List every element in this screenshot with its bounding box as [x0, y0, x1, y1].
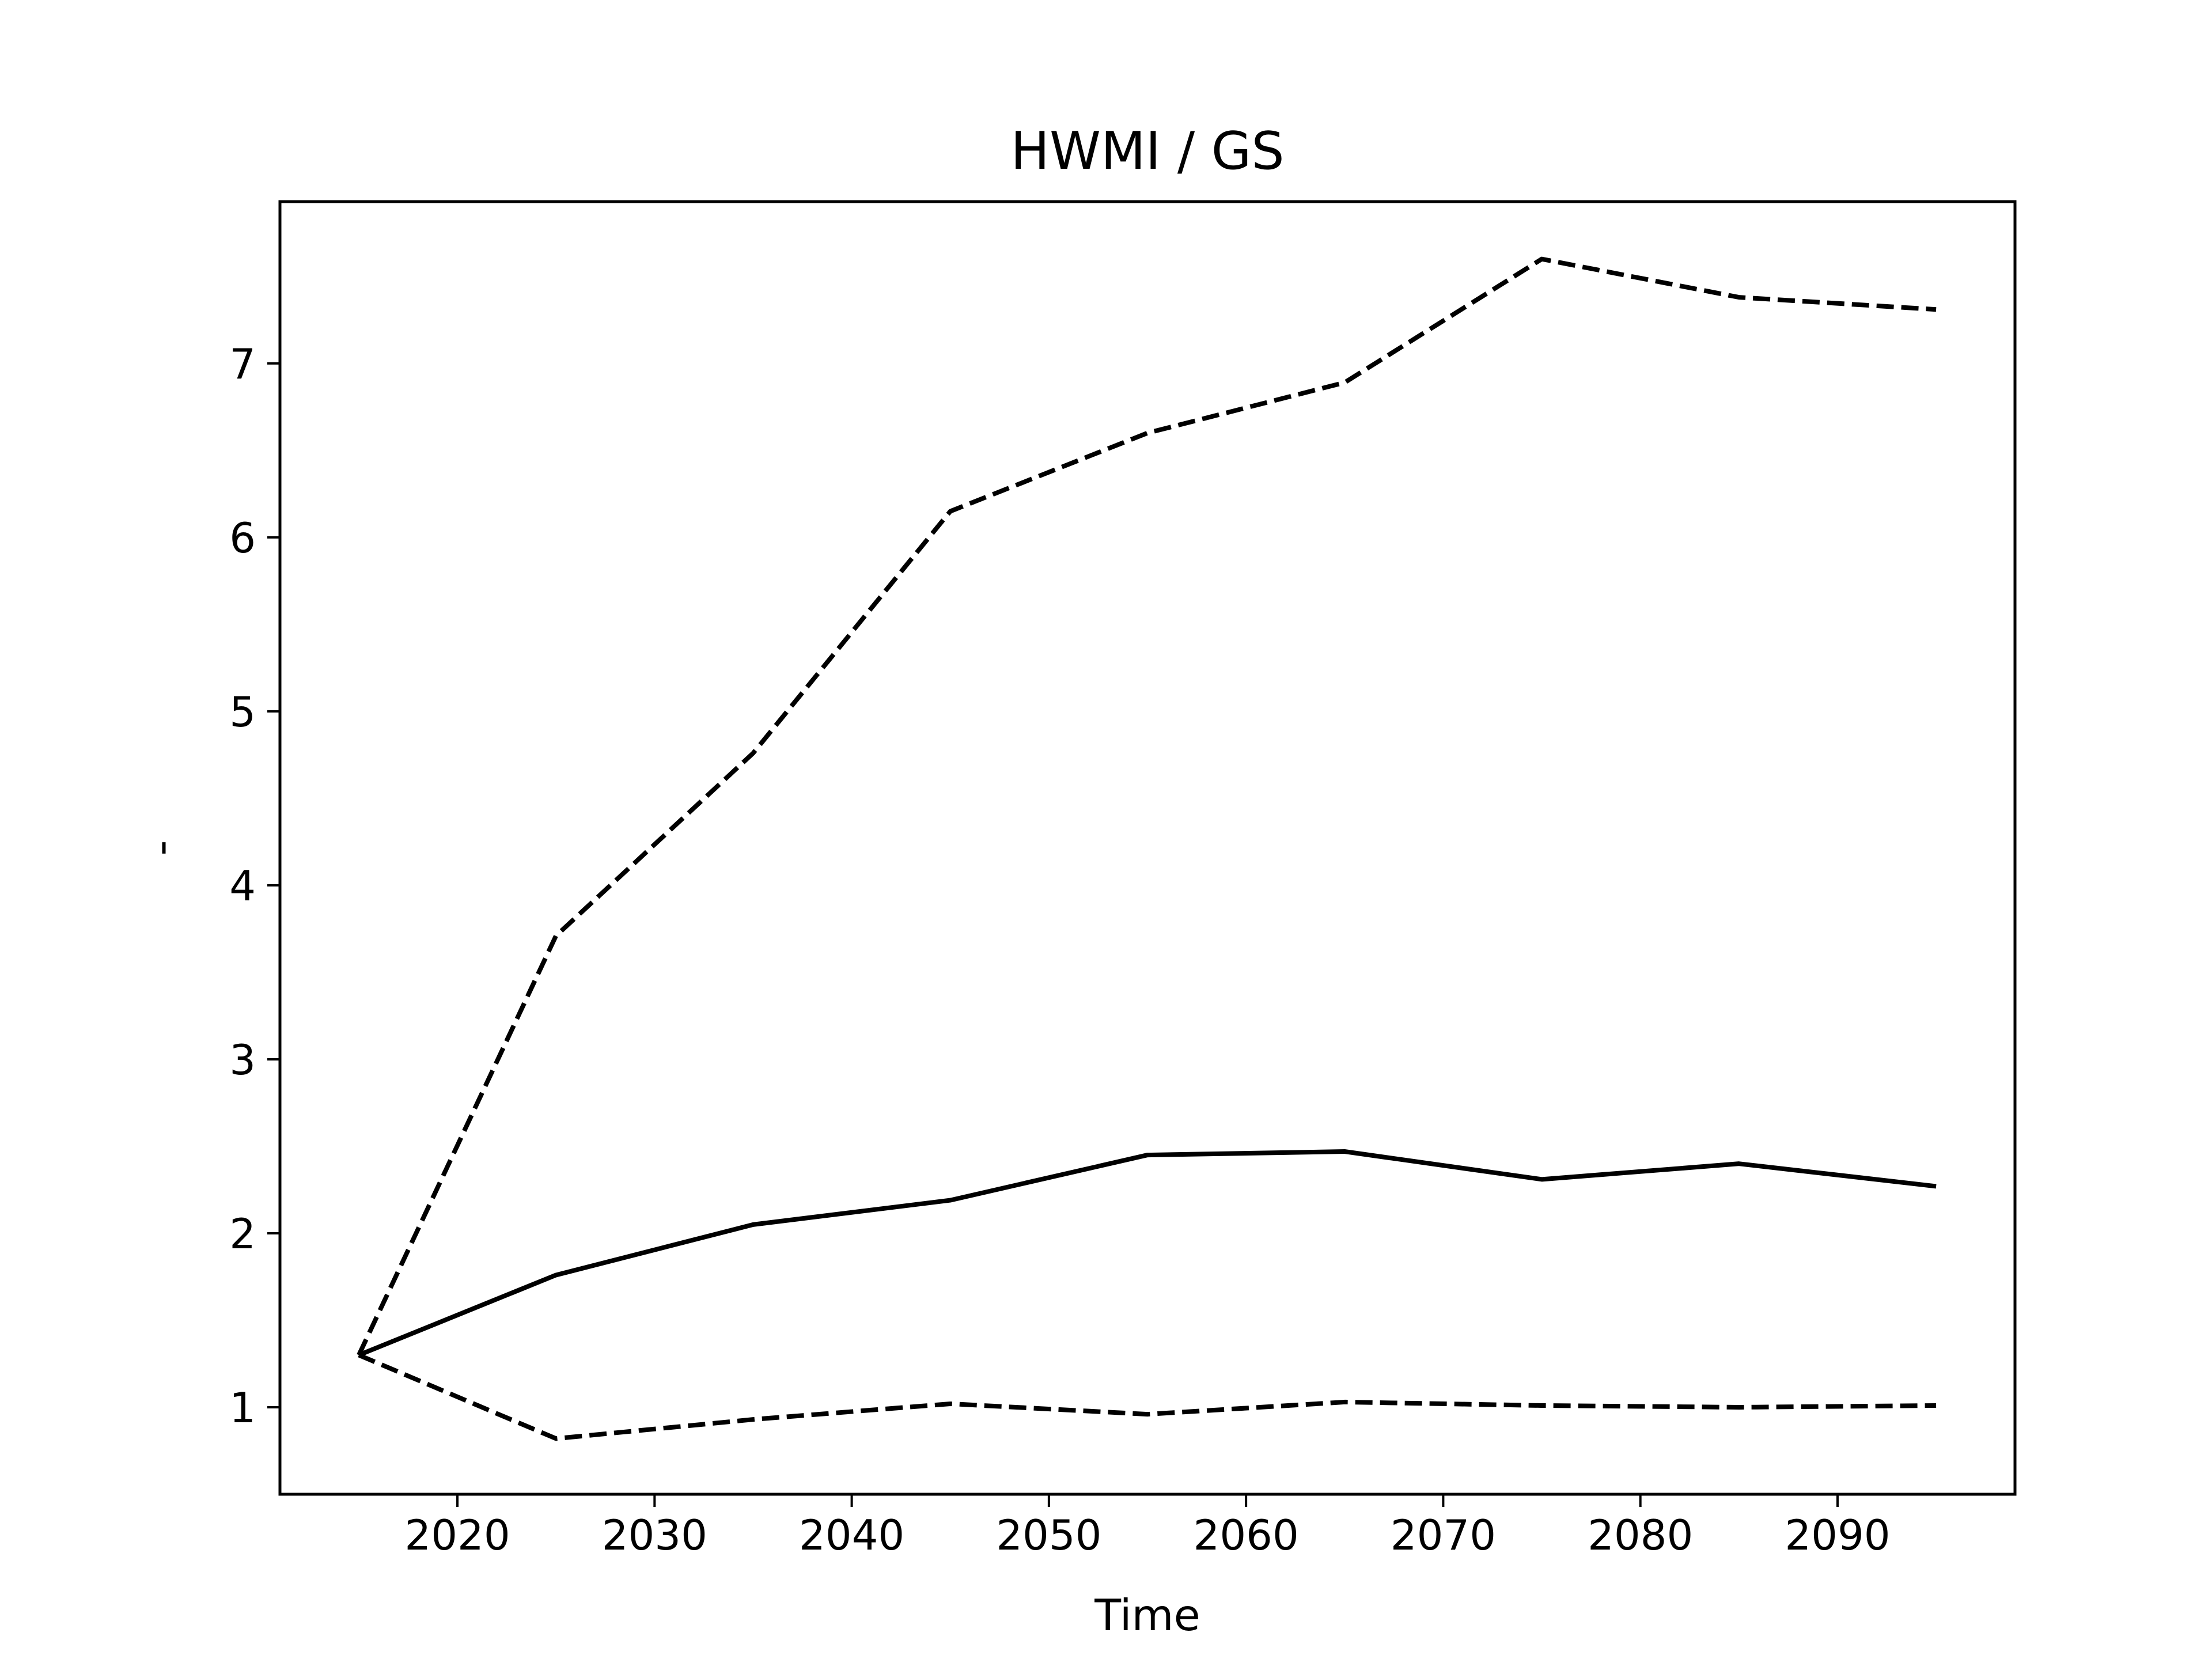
x-tick-label: 2090: [1785, 1511, 1890, 1559]
x-axis-ticks: 2020 2030 2040 2050 2060 2070 2080 2090: [404, 1494, 1891, 1559]
series-layer: [357, 256, 1937, 1441]
plot-frame: [278, 200, 2017, 1496]
y-tick-label: 1: [229, 1384, 256, 1432]
y-tick-label: 6: [229, 514, 256, 562]
series-line-median: [358, 1149, 1937, 1358]
series-line-lower-dashed: [358, 1353, 1937, 1441]
y-axis-label: -: [135, 840, 186, 855]
y-tick-label: 2: [229, 1210, 256, 1258]
x-tick-label: 2050: [996, 1511, 1101, 1559]
x-tick-label: 2020: [404, 1511, 510, 1559]
series-line-upper-dashed: [357, 256, 1937, 1357]
y-tick-label: 3: [229, 1036, 256, 1084]
x-tick-label: 2040: [799, 1511, 904, 1559]
x-tick-label: 2070: [1391, 1511, 1496, 1559]
x-tick-label: 2030: [602, 1511, 707, 1559]
y-tick-label: 4: [229, 862, 256, 910]
y-tick-label: 7: [229, 340, 256, 388]
chart-title: HWMI / GS: [1010, 121, 1284, 181]
x-tick-label: 2080: [1588, 1511, 1693, 1559]
x-tick-label: 2060: [1194, 1511, 1299, 1559]
y-tick-label: 5: [229, 688, 256, 736]
x-axis-label: Time: [1094, 1590, 1200, 1641]
y-axis-ticks: 1 2 3 4 5 6 7: [229, 340, 280, 1432]
